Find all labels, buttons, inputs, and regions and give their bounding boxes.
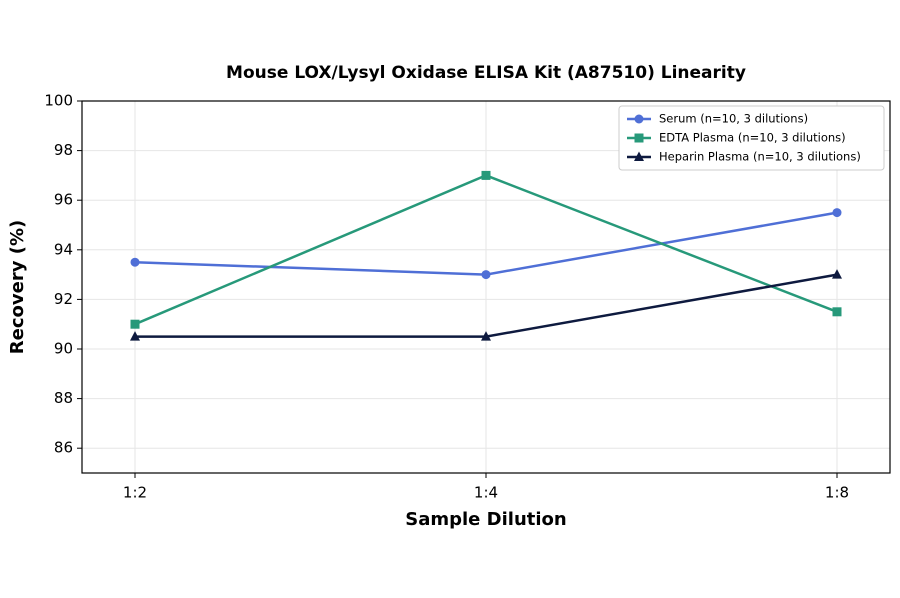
point (130, 319, 140, 329)
chart-title: Mouse LOX/Lysyl Oxidase ELISA Kit (A8751… (226, 63, 746, 83)
x-tick-label: 1:8 (825, 484, 849, 502)
point (130, 331, 140, 341)
x-tick-label: 1:4 (474, 484, 498, 502)
legend-label: EDTA Plasma (n=10, 3 dilutions) (659, 131, 846, 145)
point (481, 270, 491, 280)
y-tick-label: 86 (54, 439, 73, 457)
point (832, 208, 842, 218)
plot-frame (81, 100, 891, 474)
point (481, 331, 491, 341)
legend-label: Serum (n=10, 3 dilutions) (659, 112, 808, 126)
y-tick-label: 100 (44, 92, 73, 110)
y-tick-label: 94 (54, 240, 73, 258)
y-tick-label: 92 (54, 290, 73, 308)
point (634, 133, 644, 143)
legend-label: Heparin Plasma (n=10, 3 dilutions) (659, 150, 861, 164)
y-axis-label: Recovery (%) (7, 220, 28, 354)
y-tick-label: 96 (54, 191, 73, 209)
point (634, 114, 644, 124)
point (634, 151, 644, 161)
point (832, 307, 842, 317)
x-axis-label: Sample Dilution (405, 509, 566, 530)
legend-box (618, 105, 885, 171)
y-tick-label: 90 (54, 340, 73, 358)
point (832, 269, 842, 279)
point (481, 170, 491, 180)
y-tick-label: 88 (54, 389, 73, 407)
legend: Serum (n=10, 3 dilutions) EDTA Plasma (n=… (618, 105, 885, 171)
x-tick-label: 1:2 (123, 484, 147, 502)
y-tick-label: 98 (54, 141, 73, 159)
point (130, 257, 140, 267)
